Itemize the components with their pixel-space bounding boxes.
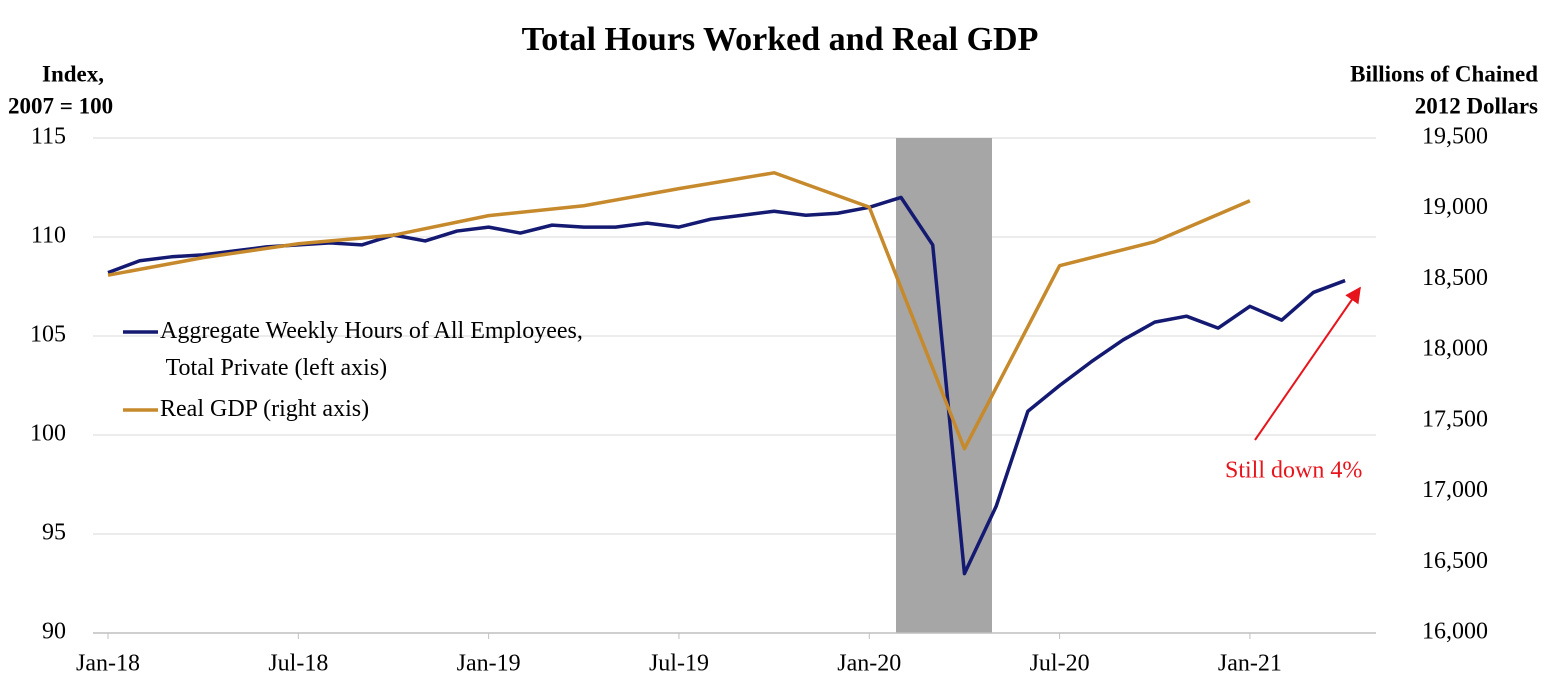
y-axis-title: 2007 = 100 (8, 93, 113, 118)
y2-tick-label: 19,500 (1422, 124, 1488, 150)
y-axis-title: Index, (42, 61, 104, 86)
chart-title: Total Hours Worked and Real GDP (522, 21, 1039, 58)
y-tick-label: 90 (42, 619, 66, 645)
y2-tick-label: 16,000 (1422, 619, 1488, 645)
legend-label: Real GDP (right axis) (160, 396, 369, 422)
y2-tick-label: 17,500 (1422, 406, 1488, 432)
y2-axis-title: Billions of Chained (1350, 61, 1538, 86)
y2-tick-label: 18,500 (1422, 265, 1488, 291)
y-tick-label: 100 (30, 421, 66, 447)
y2-tick-label: 18,000 (1422, 336, 1488, 362)
y2-tick-label: 17,000 (1422, 477, 1488, 503)
legend-label: Aggregate Weekly Hours of All Employees,… (160, 318, 583, 381)
y-tick-label: 110 (31, 223, 66, 249)
x-tick-label: Jul-20 (1030, 651, 1090, 677)
y-tick-label: 95 (42, 520, 66, 546)
series-line (107, 171, 1251, 451)
y2-tick-label: 16,500 (1422, 548, 1488, 574)
annotation: Still down 4% (1225, 458, 1362, 484)
x-tick-label: Jan-18 (76, 651, 140, 677)
series-line (107, 195, 1346, 576)
y2-axis-title: 2012 Dollars (1415, 93, 1538, 118)
x-tick-label: Jul-19 (649, 651, 709, 677)
x-tick-label: Jan-20 (837, 651, 901, 677)
y2-tick-label: 19,000 (1422, 194, 1488, 220)
annotation-arrow (1254, 286, 1361, 441)
x-tick-label: Jul-18 (268, 651, 328, 677)
x-tick-label: Jan-19 (457, 651, 521, 677)
y-tick-label: 115 (31, 124, 66, 150)
x-tick-label: Jan-21 (1218, 651, 1282, 677)
y-tick-label: 105 (30, 322, 66, 348)
